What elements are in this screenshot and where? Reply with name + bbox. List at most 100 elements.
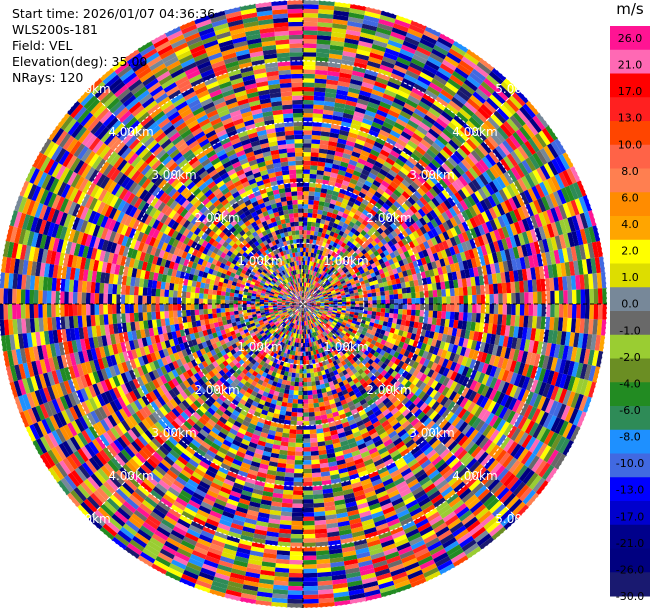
gate-cell <box>284 384 291 390</box>
gate-cell <box>315 307 320 310</box>
gate-cell <box>343 452 353 460</box>
gate-cell <box>468 479 482 492</box>
gate-cell <box>513 445 526 460</box>
gate-cell <box>476 351 484 362</box>
gate-cell <box>581 259 589 275</box>
gate-cell <box>303 412 309 417</box>
gate-cell <box>308 403 314 409</box>
gate-cell <box>354 309 360 313</box>
gate-cell <box>472 392 481 404</box>
gate-cell <box>385 427 395 436</box>
gate-cell <box>497 84 512 99</box>
gate-cell <box>385 462 397 471</box>
gate-cell <box>356 420 365 427</box>
gate-cell <box>367 243 374 250</box>
gate-cell <box>340 290 345 294</box>
gate-cell <box>342 304 347 307</box>
gate-cell <box>459 304 464 313</box>
gate-cell <box>361 248 368 255</box>
gate-cell <box>420 155 431 166</box>
gate-cell <box>577 259 584 275</box>
gate-cell <box>541 127 555 144</box>
gate-cell <box>308 186 316 192</box>
gate-cell <box>489 429 500 442</box>
gate-cell <box>449 74 464 87</box>
gate-cell <box>506 153 518 167</box>
gate-cell <box>332 486 343 493</box>
gate-cell <box>459 126 472 139</box>
gate-cell <box>510 150 522 165</box>
gate-cell <box>415 379 424 389</box>
gate-cell <box>531 316 538 329</box>
gate-cell <box>552 402 563 417</box>
gate-cell <box>407 532 422 542</box>
gate-cell <box>425 407 435 418</box>
gate-cell <box>320 347 325 353</box>
gate-cell <box>310 265 314 271</box>
gate-cell <box>328 53 343 60</box>
gate-cell <box>424 26 441 37</box>
gate-cell <box>361 169 370 177</box>
gate-cell <box>504 199 514 213</box>
gate-cell <box>309 234 314 240</box>
gate-cell <box>563 374 572 390</box>
gate-cell <box>392 422 402 431</box>
gate-cell <box>452 525 467 538</box>
gate-cell <box>317 245 322 251</box>
gate-cell <box>450 403 460 414</box>
gate-cell <box>364 589 381 598</box>
gate-cell <box>476 304 482 314</box>
gate-cell <box>310 442 318 448</box>
gate-cell <box>506 476 519 490</box>
gate-cell <box>285 468 295 474</box>
gate-cell <box>438 114 451 126</box>
gate-cell <box>517 178 528 192</box>
gate-cell <box>475 466 487 479</box>
gate-cell <box>555 436 567 452</box>
gate-cell <box>308 310 312 315</box>
gate-cell <box>303 82 315 88</box>
gate-cell <box>363 300 369 304</box>
gate-cell <box>449 236 458 247</box>
gate-cell <box>312 345 316 351</box>
gate-cell <box>459 144 471 156</box>
gate-cell <box>551 158 563 174</box>
gate-cell <box>308 265 312 270</box>
gate-cell <box>288 442 296 448</box>
gate-cell <box>436 348 444 357</box>
gate-cell <box>402 270 408 277</box>
gate-cell <box>395 480 408 490</box>
gate-cell <box>370 431 379 440</box>
gate-cell <box>519 257 526 270</box>
gate-cell <box>329 132 340 139</box>
gate-cell <box>342 153 352 160</box>
gate-cell <box>417 75 432 86</box>
gate-cell <box>359 307 364 311</box>
gate-cell <box>567 289 573 304</box>
gate-cell <box>530 379 539 393</box>
gate-cell <box>332 190 340 197</box>
gate-cell <box>343 363 349 370</box>
gate-cell <box>432 184 442 195</box>
gate-cell <box>458 108 472 120</box>
gate-cell <box>485 412 495 425</box>
gate-cell <box>428 423 439 433</box>
gate-cell <box>393 294 399 300</box>
gate-cell <box>426 449 437 460</box>
gate-cell <box>449 311 455 320</box>
gate-cell <box>314 78 327 84</box>
gate-cell <box>407 140 418 150</box>
gate-cell <box>481 363 489 374</box>
gate-cell <box>335 342 341 348</box>
gate-cell <box>335 323 341 328</box>
gate-cell <box>323 364 328 371</box>
gate-cell <box>366 371 374 379</box>
gate-cell <box>489 219 498 231</box>
gate-cell <box>367 310 373 315</box>
gate-cell <box>403 524 418 535</box>
gate-cell <box>358 559 373 568</box>
gate-cell <box>450 551 467 564</box>
gate-cell <box>449 288 455 297</box>
gate-cell <box>346 361 353 368</box>
gate-cell <box>413 83 427 94</box>
